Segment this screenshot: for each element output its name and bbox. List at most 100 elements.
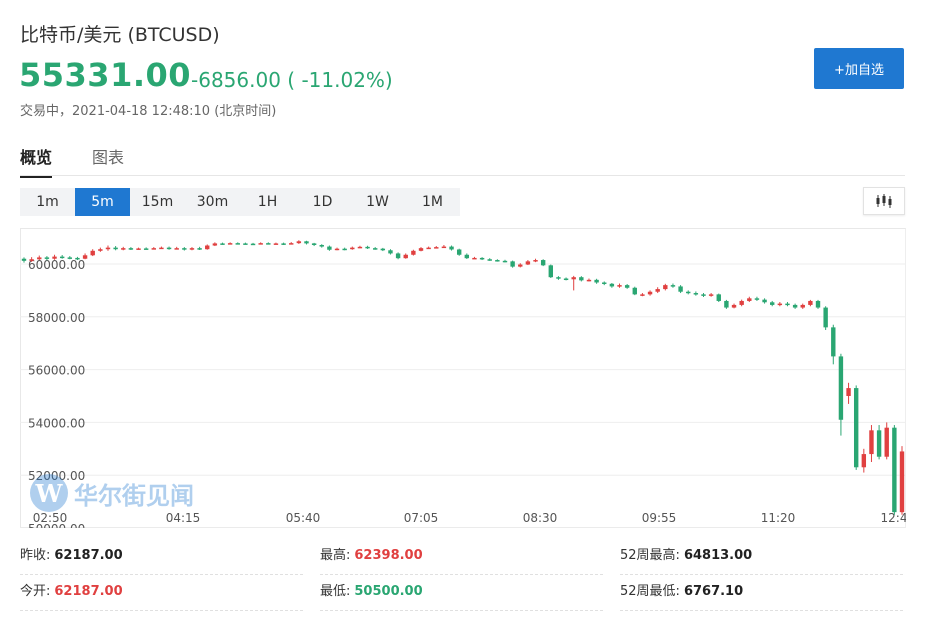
candle-body [724,300,729,308]
stat-prev-close: 昨收: 62187.00 [20,540,303,575]
candle-body [98,249,103,251]
stat-value: 62398.00 [354,548,423,563]
add-watchlist-button[interactable]: +加自选 [814,48,904,89]
candle-body [533,260,538,262]
period-1mo[interactable]: 1M [422,194,443,210]
candle-body [708,294,714,296]
candle-body [663,285,668,290]
x-tick-label: 07:05 [404,511,439,525]
candle-body [540,260,546,266]
candle-body [182,248,187,250]
candle-body [266,243,271,245]
tab-chart[interactable]: 图表 [92,148,125,167]
stat-value: 62187.00 [54,584,123,599]
candle-body [563,278,569,281]
period-30m[interactable]: 30m [196,194,229,210]
candle-body [464,254,470,259]
chart-type-button[interactable] [863,187,905,215]
candle-body [235,243,240,245]
period-1w[interactable]: 1W [366,194,389,210]
candle-body [311,243,317,245]
tab-bar: 概览 图表 [20,140,905,178]
candle-body [579,277,584,281]
period-5m[interactable]: 5m [75,188,130,216]
candle-body [892,427,897,513]
y-tick-label: 50000.00 [28,522,85,528]
candle-body [388,250,393,254]
candle-body [586,279,592,282]
candle-body [693,293,699,295]
period-1h[interactable]: 1H [257,194,278,210]
candle-body [441,246,447,249]
period-1m[interactable]: 1m [36,194,59,210]
candle-body [205,245,210,250]
y-tick-label: 56000.00 [28,364,85,378]
candle-body [815,300,821,308]
candle-body [609,283,615,287]
watermark-text: 华尔街见闻 [74,480,194,510]
candle-body [342,248,347,251]
period-1d[interactable]: 1D [312,194,333,210]
candle-body [159,247,164,250]
candle-body [90,250,95,256]
price-change: -6856.00 ( -11.02%) [191,68,393,92]
stat-label: 昨收: [20,548,51,563]
trading-status: 交易中，2021-04-18 12:48:10 (北京时间) [20,104,277,119]
candle-body [243,243,248,245]
candle-body [861,454,867,468]
candle-body [716,294,721,301]
candle-body [227,243,233,245]
candle-body [678,286,683,292]
period-15m[interactable]: 15m [141,194,174,210]
stat-high: 最高: 62398.00 [320,540,603,575]
candlestick-chart[interactable]: 60000.00 58000.00 56000.00 54000.00 52000.00… [20,228,906,528]
candle-body [75,257,80,260]
candle-body [403,254,408,259]
tab-overview[interactable]: 概览 [20,144,53,178]
candle-body [52,256,57,259]
candle-body [876,430,882,457]
stat-open: 今开: 62187.00 [20,576,303,611]
candle-body [258,243,263,245]
stat-52w-low: 52周最低: 6767.10 [620,576,903,611]
candle-body [29,259,34,261]
candle-body [44,257,50,259]
x-tick-label: 12:4 [881,511,906,525]
candle-body [281,243,286,245]
stat-value: 64813.00 [683,548,753,563]
candle-body [624,285,630,288]
candle-body [884,427,889,457]
candle-body [327,246,332,250]
candle-body [273,243,279,245]
candle-body [594,279,599,283]
candle-body [831,327,836,357]
candle-body [777,303,783,306]
candle-body [770,302,775,305]
candle-body [655,289,660,292]
stat-label: 52周最高: [620,548,680,563]
candle-body [319,244,324,247]
candle-body [739,300,744,305]
candle-body [617,285,622,287]
candle-body [456,249,462,255]
stat-label: 最低: [320,584,351,599]
candle-body [449,246,454,250]
candle-body [166,247,172,250]
current-price: 55331.00 [19,56,192,94]
x-tick-label: 09:55 [642,511,677,525]
candle-body [37,257,42,260]
candle-body [548,265,553,278]
stat-label: 最高: [320,548,351,563]
candle-body [304,241,309,244]
y-tick-label: 54000.00 [28,416,85,430]
candle-body [136,248,141,250]
stat-value: 6767.10 [683,584,744,599]
x-tick-label: 04:15 [166,511,201,525]
candle-body [869,430,874,455]
candle-body [411,250,416,255]
candle-body [434,247,439,249]
candle-body [846,388,851,396]
stat-low: 最低: 50500.00 [320,576,603,611]
candle-body [143,248,149,250]
candle-body [289,243,294,245]
